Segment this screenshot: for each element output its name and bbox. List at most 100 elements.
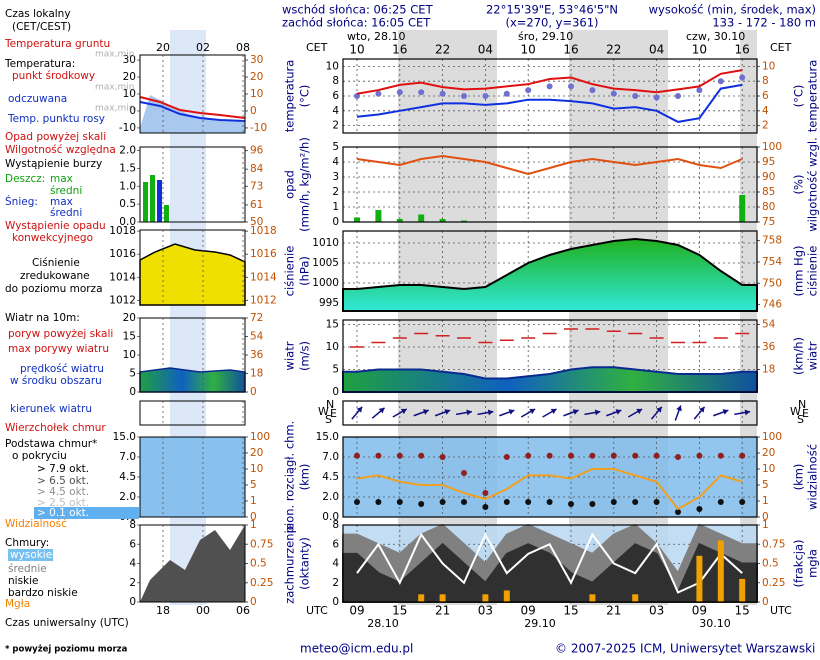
legend-series: Widzialność [5, 518, 67, 530]
y-tick-label: 1010 [312, 237, 339, 249]
compass-letter: S [325, 413, 332, 426]
legend-text: Czas lokalny [5, 8, 71, 20]
compass-letter: N [326, 398, 334, 411]
y2-tick-label: 18 [762, 364, 775, 376]
y2-tick-label: 1 [250, 519, 257, 531]
utc-tick-label: 21 [435, 604, 450, 618]
series-dot [717, 499, 724, 505]
series-dot [589, 501, 596, 507]
legend-text: bardzo niskie [8, 587, 78, 599]
email[interactable]: meteo@icm.edu.pl [300, 642, 413, 656]
series-dot [354, 452, 360, 459]
compass-letter: S [797, 413, 804, 426]
footnote: * powyżej poziomu morza [5, 645, 128, 655]
deco-line [139, 96, 246, 119]
wind-arrow [351, 406, 363, 420]
compass-letter: E [330, 407, 337, 420]
wind-arrow [693, 406, 706, 420]
series-line [356, 69, 743, 95]
compass-letter: W [318, 405, 329, 418]
y2-tick-label: 75 [762, 216, 775, 228]
y-tick-label: 1.5 [119, 162, 136, 174]
cet-tick-label: 16 [563, 43, 578, 57]
series-bar [589, 594, 596, 602]
legend-text: Czas uniwersalny (UTC) [5, 617, 129, 629]
utc-tick-label: 21 [606, 604, 621, 618]
wind-arrow [674, 405, 682, 421]
y-tick-label: 10 [123, 88, 136, 100]
legend-series: Wilgotność względna [5, 144, 116, 156]
series-dot [418, 89, 425, 96]
legend-text: Wierzchołek chmur [5, 422, 106, 434]
day-label: wto, 28.10 [347, 30, 406, 43]
legend-text: (CET/CEST) [12, 21, 71, 33]
y2-tick-label: 100 [250, 431, 270, 443]
arrow-head [636, 408, 643, 415]
series-dot [675, 93, 681, 99]
series-dot [610, 499, 617, 505]
coords: 22°15'39"E, 53°46'5"N [486, 3, 618, 17]
y-tick-label: 1005 [312, 257, 339, 269]
arrow-head [378, 407, 385, 414]
y-tick-label: 20 [123, 312, 136, 324]
y2-tick-label: 758 [762, 235, 782, 247]
series-dot [482, 93, 489, 99]
legend-text: o pokryciu [12, 450, 67, 462]
y-tick-label: 1.0 [119, 180, 136, 192]
deco-bar [164, 205, 169, 222]
legend-series: prędkość wiatru [20, 363, 104, 375]
series-dot [696, 87, 703, 94]
series-bar [696, 555, 703, 602]
y2-tick-label: 0.75 [250, 538, 273, 550]
compass: N W E S N W E S [318, 398, 809, 426]
wind-arrow [563, 409, 579, 417]
legend-text: poryw powyżej skali [8, 328, 113, 340]
y-tick-label: 10 [326, 341, 339, 353]
mini-time: 06 [236, 604, 250, 617]
cet-tick-label: 22 [606, 43, 621, 57]
y2-tick-label: 0.25 [762, 577, 785, 589]
y2-tick-label: 1 [250, 495, 257, 507]
legend-series: kierunek wiatru [10, 403, 92, 415]
series-bar [354, 217, 360, 222]
legend-series: niskie [8, 575, 39, 587]
y-tick-label: 6 [129, 538, 136, 550]
utc-tick-label: 09 [349, 604, 364, 618]
wind-arrow [627, 408, 643, 418]
wind-arrow [371, 407, 386, 419]
y2-axis-label: temperatura [806, 60, 820, 133]
series-dot [717, 452, 724, 459]
series-dot [696, 452, 703, 459]
legend-text: Wystąpienie burzy [5, 158, 102, 170]
y2-tick-label: 96 [250, 145, 264, 157]
y-tick-label: 2 [332, 577, 339, 589]
day-label: śro, 29.10 [518, 30, 573, 43]
utc-tick-label: 15 [392, 604, 407, 618]
cet-tick-label: 22 [435, 43, 450, 57]
y2-tick-label: 80 [762, 201, 775, 213]
y2-tick-label: 100 [762, 141, 782, 153]
mini-frame [139, 54, 246, 134]
y-axis-label: (mm/h, kg/m²/h) [298, 137, 312, 232]
series-dot [461, 470, 467, 476]
wind-arrow [392, 408, 408, 418]
y-tick-label: 1014 [109, 271, 136, 283]
mini-frame [139, 524, 246, 603]
day-label: czw, 30.10 [686, 30, 745, 43]
y2-tick-label: 5 [250, 479, 257, 491]
legend-series: > 7.9 okt. [37, 463, 89, 475]
night-band [569, 30, 668, 605]
legend-series: odczuwana [8, 93, 67, 105]
panel-frame [342, 400, 758, 426]
legend-swatch [8, 549, 53, 561]
wind-arrow [455, 409, 473, 416]
arrow-head [466, 409, 472, 416]
arrow-head [550, 408, 557, 415]
arrow-head [615, 409, 622, 415]
panel-frame [342, 524, 758, 603]
series-dot [632, 93, 639, 99]
mini-frame [139, 400, 246, 426]
cet-tick-label: 10 [349, 43, 364, 57]
y2-tick-label: 20 [762, 447, 775, 459]
mini-time: 20 [156, 41, 170, 54]
